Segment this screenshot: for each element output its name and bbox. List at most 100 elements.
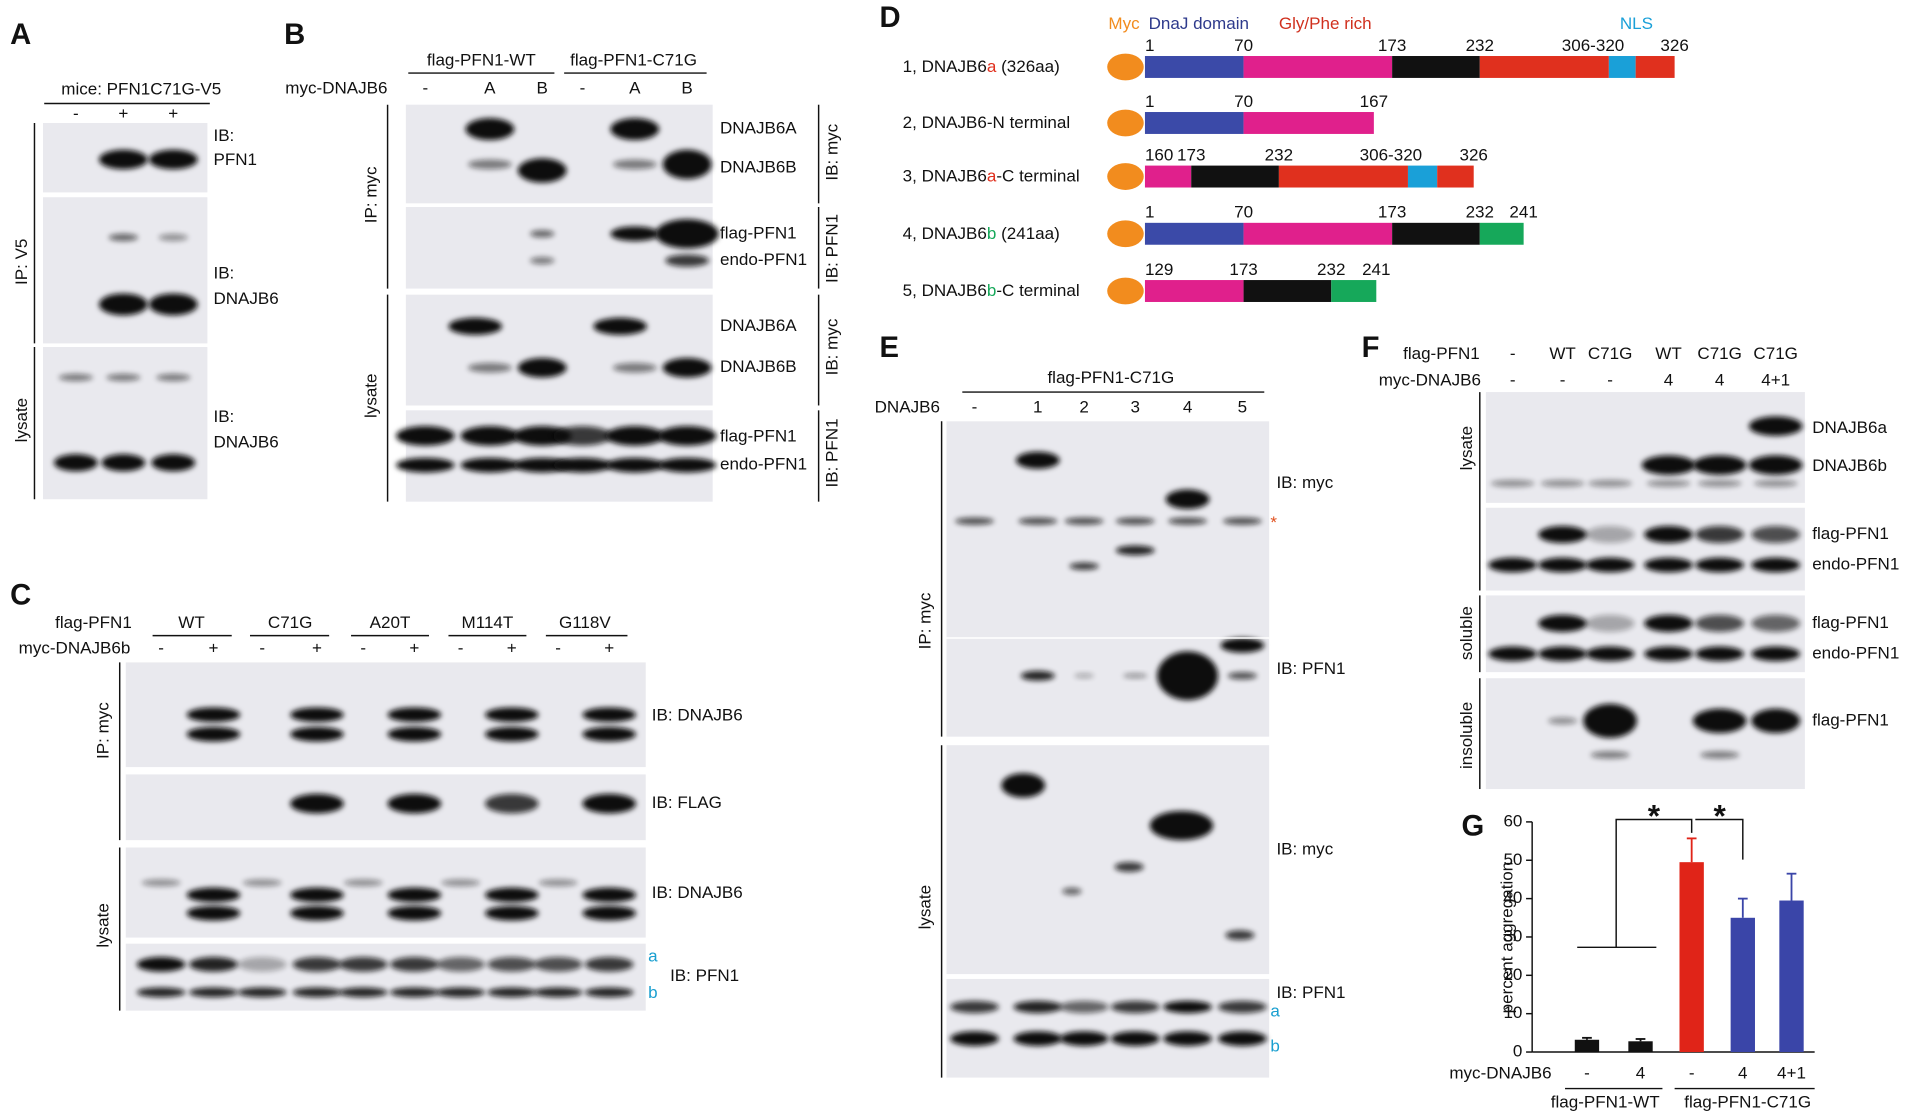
band bbox=[1001, 773, 1046, 798]
band bbox=[465, 118, 515, 141]
band-label: flag-PFN1 bbox=[720, 223, 797, 242]
lane-label: - bbox=[1607, 371, 1613, 390]
construct-name-part: b bbox=[987, 281, 996, 300]
band bbox=[290, 887, 344, 903]
band bbox=[99, 149, 148, 170]
band bbox=[657, 426, 717, 446]
band bbox=[1538, 614, 1587, 632]
domain-segment bbox=[1608, 56, 1636, 78]
band bbox=[460, 457, 520, 473]
lane-label: + bbox=[208, 638, 218, 657]
band bbox=[396, 426, 455, 446]
group-label: flag-PFN1-WT bbox=[427, 50, 536, 69]
y-tick-label: 50 bbox=[1503, 850, 1522, 869]
band bbox=[387, 905, 442, 921]
side-label: IP: myc bbox=[361, 166, 380, 223]
band bbox=[1015, 451, 1060, 469]
band bbox=[1220, 638, 1265, 653]
band bbox=[390, 987, 439, 998]
band bbox=[237, 957, 287, 972]
band bbox=[1540, 479, 1585, 488]
band bbox=[582, 707, 636, 723]
ib-label: IB: DNAJB6 bbox=[652, 705, 743, 724]
band bbox=[1074, 673, 1094, 679]
side-label: lysate bbox=[361, 373, 380, 417]
band bbox=[1218, 1000, 1267, 1014]
band bbox=[1490, 479, 1535, 488]
band bbox=[436, 957, 485, 972]
legend-entry: NLS bbox=[1620, 14, 1653, 33]
band bbox=[1646, 479, 1691, 488]
band-label: endo-PFN1 bbox=[720, 250, 807, 269]
band bbox=[290, 707, 344, 723]
domain-segment bbox=[1191, 165, 1279, 188]
band bbox=[290, 905, 344, 921]
band bbox=[436, 987, 485, 998]
band bbox=[1115, 517, 1155, 525]
band-marker: a bbox=[648, 947, 658, 966]
x-tick-label: - bbox=[1689, 1063, 1695, 1082]
ib-label: DNAJB6 bbox=[213, 289, 278, 308]
domain-segment bbox=[1479, 222, 1524, 245]
band bbox=[1062, 887, 1082, 895]
band-label: DNAJB6B bbox=[720, 357, 797, 376]
panel-label: G bbox=[1462, 811, 1485, 843]
band bbox=[136, 957, 186, 972]
group-label: flag-PFN1-WT bbox=[1551, 1093, 1660, 1112]
band bbox=[487, 957, 537, 972]
band bbox=[387, 793, 442, 814]
construct-name-part: a bbox=[987, 166, 997, 185]
domain-segment bbox=[1392, 56, 1480, 78]
band-label: endo-PFN1 bbox=[1812, 643, 1899, 662]
ib-label: IB: PFN1 bbox=[1276, 983, 1345, 1002]
row-label: myc-DNAJB6 bbox=[285, 78, 387, 97]
y-tick-label: 40 bbox=[1503, 888, 1522, 907]
significance-star: * bbox=[1714, 798, 1727, 834]
lane-label: WT bbox=[1549, 344, 1576, 363]
band bbox=[1013, 1031, 1063, 1046]
domain-segment bbox=[1407, 165, 1438, 188]
residue-position: 70 bbox=[1234, 203, 1253, 222]
lane-label: - bbox=[972, 397, 978, 416]
band bbox=[136, 987, 186, 998]
lane-label: - bbox=[73, 104, 79, 123]
blot bbox=[125, 774, 646, 841]
band bbox=[1692, 708, 1747, 734]
lane-label: - bbox=[360, 638, 366, 657]
band bbox=[151, 454, 196, 472]
band bbox=[387, 887, 442, 903]
band bbox=[1585, 614, 1635, 632]
x-tick-label: - bbox=[1584, 1063, 1590, 1082]
lane-label: - bbox=[580, 78, 586, 97]
domain-segment bbox=[1144, 112, 1244, 134]
band bbox=[189, 957, 238, 972]
myc-tag bbox=[1107, 220, 1144, 248]
lane-label: A bbox=[484, 78, 496, 97]
blot bbox=[1485, 507, 1805, 591]
residue-position: 1 bbox=[1145, 92, 1154, 111]
band bbox=[1488, 646, 1538, 662]
band bbox=[517, 158, 567, 183]
myc-tag bbox=[1107, 53, 1144, 81]
band bbox=[582, 726, 636, 742]
band bbox=[148, 149, 198, 170]
significance-bracket bbox=[1695, 818, 1744, 860]
band bbox=[156, 373, 191, 382]
band bbox=[242, 879, 282, 887]
myc-tag bbox=[1107, 163, 1144, 190]
x-tick-label: 4 bbox=[1636, 1063, 1645, 1082]
band bbox=[343, 879, 383, 887]
band bbox=[1753, 479, 1798, 488]
blot bbox=[1485, 678, 1805, 790]
residue-position: 160 bbox=[1145, 145, 1173, 164]
lane-label: C71G bbox=[1753, 344, 1798, 363]
band bbox=[1697, 479, 1742, 488]
band bbox=[1013, 1000, 1063, 1014]
ib-label: IB: bbox=[213, 126, 234, 145]
band bbox=[1018, 517, 1058, 525]
band bbox=[1115, 545, 1155, 556]
lane-label: - bbox=[1510, 344, 1516, 363]
band-label: flag-PFN1 bbox=[1812, 710, 1889, 729]
construct-label: 1, DNAJB6a (326aa) bbox=[903, 56, 1060, 75]
